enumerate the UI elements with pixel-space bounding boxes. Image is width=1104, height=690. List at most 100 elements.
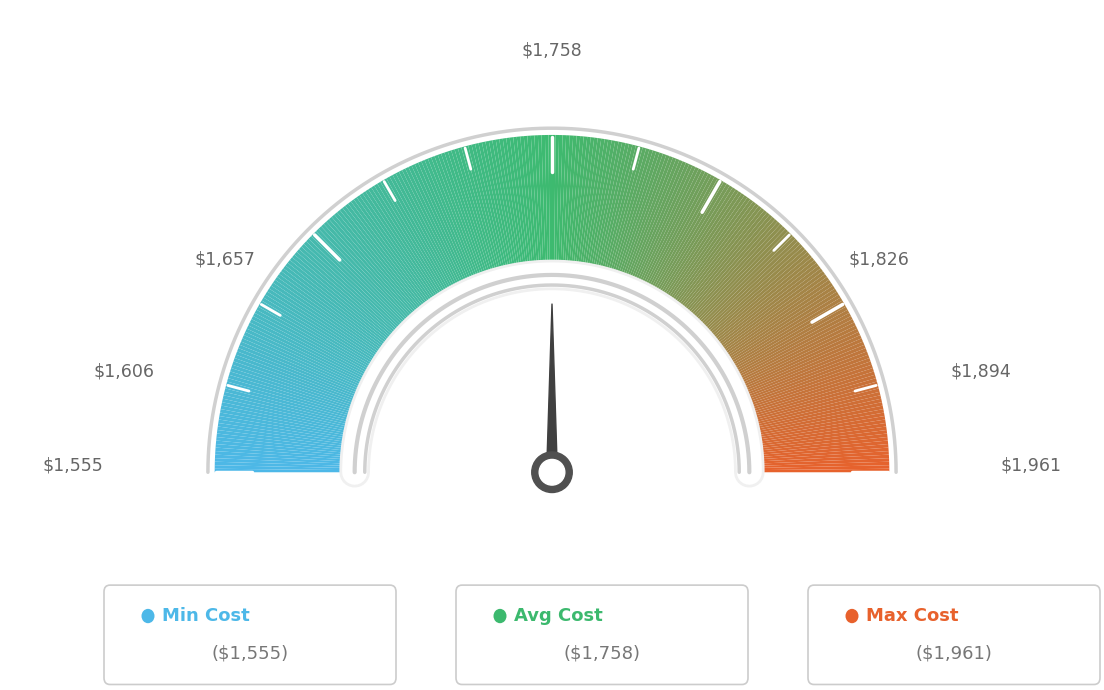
Wedge shape (226, 382, 363, 422)
Wedge shape (475, 143, 509, 282)
Wedge shape (222, 399, 361, 431)
Wedge shape (216, 433, 358, 452)
Wedge shape (747, 455, 889, 464)
Wedge shape (215, 455, 357, 464)
Wedge shape (231, 365, 367, 412)
Wedge shape (428, 157, 481, 290)
Wedge shape (623, 157, 676, 290)
Wedge shape (729, 328, 859, 391)
Text: Max Cost: Max Cost (866, 607, 958, 625)
Text: ($1,758): ($1,758) (563, 644, 640, 662)
Wedge shape (225, 385, 363, 424)
Wedge shape (593, 142, 626, 282)
Wedge shape (554, 135, 559, 277)
Wedge shape (736, 362, 872, 410)
Wedge shape (670, 204, 758, 317)
Wedge shape (316, 229, 416, 333)
Wedge shape (405, 167, 469, 296)
Wedge shape (342, 206, 432, 319)
Wedge shape (219, 416, 359, 442)
Wedge shape (746, 437, 888, 454)
Wedge shape (531, 135, 542, 277)
Wedge shape (217, 426, 358, 448)
Wedge shape (256, 306, 382, 378)
Wedge shape (747, 462, 889, 469)
Wedge shape (235, 355, 369, 406)
Wedge shape (626, 160, 682, 292)
Wedge shape (595, 143, 629, 282)
Wedge shape (613, 151, 659, 287)
Wedge shape (639, 170, 705, 298)
Wedge shape (502, 138, 526, 279)
Text: $1,826: $1,826 (849, 250, 910, 268)
Wedge shape (747, 469, 890, 472)
Wedge shape (237, 348, 370, 402)
Wedge shape (308, 236, 412, 337)
Wedge shape (380, 180, 454, 304)
FancyBboxPatch shape (104, 585, 396, 684)
Wedge shape (709, 271, 825, 357)
Wedge shape (559, 135, 566, 277)
Wedge shape (290, 257, 401, 349)
Wedge shape (541, 135, 548, 277)
Wedge shape (221, 402, 361, 433)
Wedge shape (574, 137, 594, 278)
Wedge shape (340, 208, 431, 320)
Wedge shape (659, 189, 739, 309)
Wedge shape (259, 301, 383, 375)
Wedge shape (395, 172, 464, 299)
Wedge shape (601, 146, 639, 284)
Wedge shape (730, 332, 860, 393)
Wedge shape (277, 274, 394, 359)
Wedge shape (275, 277, 393, 361)
Wedge shape (703, 257, 814, 349)
Wedge shape (696, 244, 803, 342)
Wedge shape (596, 144, 633, 282)
Wedge shape (311, 234, 414, 335)
Wedge shape (686, 226, 785, 331)
Wedge shape (238, 345, 371, 400)
Wedge shape (507, 137, 528, 279)
Wedge shape (224, 388, 362, 426)
Wedge shape (721, 301, 845, 375)
Wedge shape (481, 141, 513, 281)
Circle shape (539, 460, 565, 485)
Wedge shape (741, 382, 878, 422)
Wedge shape (556, 135, 563, 277)
Wedge shape (739, 368, 874, 414)
Wedge shape (327, 219, 423, 327)
Wedge shape (255, 310, 381, 380)
Wedge shape (227, 378, 364, 420)
Wedge shape (351, 199, 437, 315)
Wedge shape (745, 423, 887, 446)
Wedge shape (719, 295, 840, 371)
Wedge shape (282, 268, 396, 355)
Wedge shape (729, 326, 857, 389)
Wedge shape (743, 395, 881, 430)
Wedge shape (216, 437, 358, 454)
Wedge shape (437, 154, 488, 288)
Wedge shape (713, 279, 831, 362)
Wedge shape (576, 137, 597, 279)
Wedge shape (710, 274, 827, 359)
Wedge shape (720, 297, 842, 373)
Wedge shape (399, 170, 465, 298)
Wedge shape (569, 136, 584, 277)
Wedge shape (566, 136, 581, 277)
Wedge shape (700, 252, 809, 346)
Wedge shape (667, 199, 753, 315)
Wedge shape (306, 239, 411, 338)
Wedge shape (220, 409, 360, 437)
Wedge shape (744, 406, 883, 435)
Wedge shape (732, 342, 864, 398)
Text: $1,894: $1,894 (951, 362, 1011, 380)
Wedge shape (319, 226, 418, 331)
Text: Min Cost: Min Cost (162, 607, 250, 625)
Wedge shape (704, 260, 816, 351)
Wedge shape (586, 140, 615, 280)
Wedge shape (611, 150, 656, 286)
Wedge shape (286, 263, 399, 353)
Wedge shape (250, 319, 378, 385)
Wedge shape (425, 159, 480, 291)
Wedge shape (741, 385, 879, 424)
